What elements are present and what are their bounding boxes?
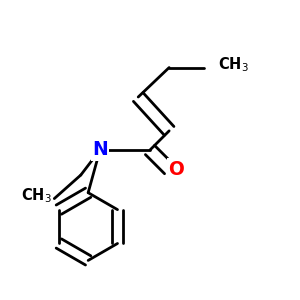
Text: CH$_3$: CH$_3$	[218, 55, 248, 74]
Text: CH$_3$: CH$_3$	[21, 186, 51, 205]
Text: O: O	[169, 160, 184, 178]
Text: N: N	[92, 140, 108, 160]
